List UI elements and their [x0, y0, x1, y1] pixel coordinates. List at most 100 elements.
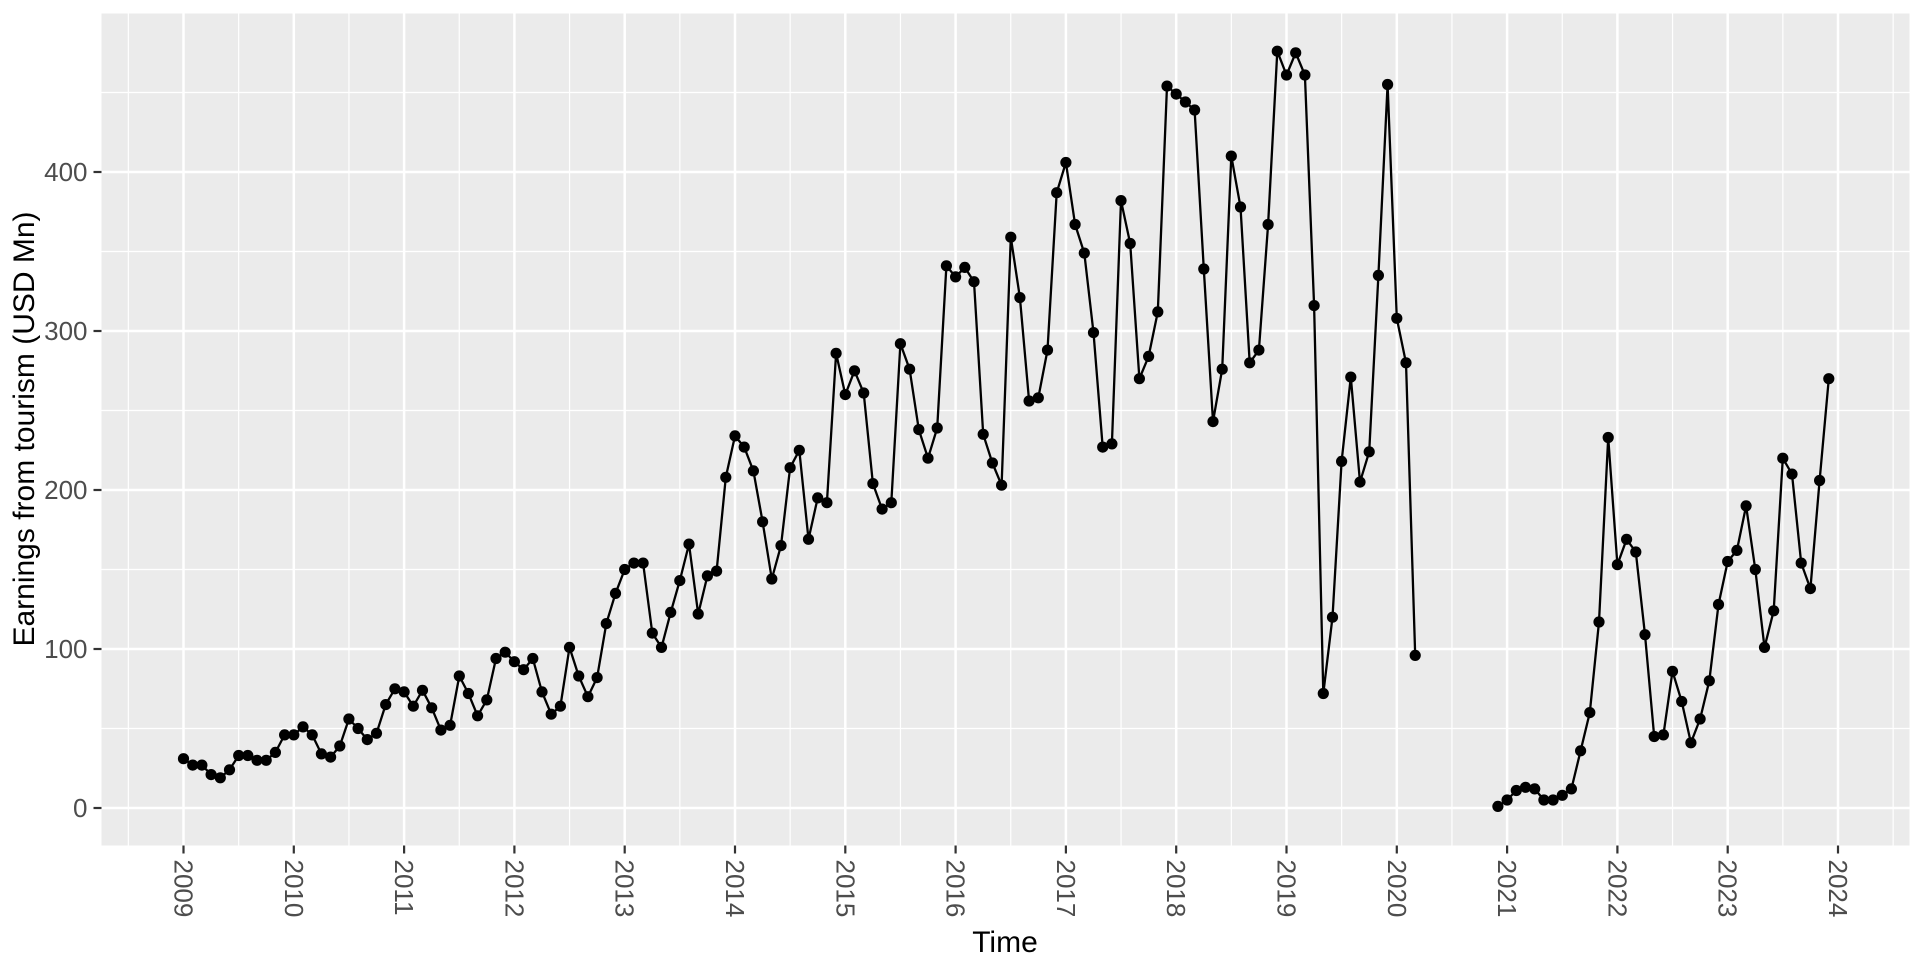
- data-point: [1198, 263, 1210, 275]
- data-point: [1795, 557, 1807, 569]
- data-point: [1308, 300, 1320, 312]
- data-point: [1492, 800, 1504, 813]
- data-point: [1299, 69, 1311, 81]
- data-point: [1648, 730, 1660, 743]
- data-point: [1106, 438, 1118, 450]
- data-point: [950, 271, 962, 283]
- data-point: [260, 754, 272, 766]
- data-point: [1657, 729, 1669, 741]
- y-tick-label: 300: [44, 316, 87, 346]
- data-point: [904, 363, 916, 375]
- data-point: [1685, 737, 1697, 749]
- x-tick-label: 2012: [499, 860, 529, 918]
- data-point: [784, 462, 796, 474]
- data-point: [1758, 641, 1771, 654]
- data-point: [1326, 611, 1339, 623]
- data-point: [1639, 629, 1651, 641]
- data-point: [1372, 269, 1384, 281]
- data-point: [499, 646, 511, 658]
- data-point: [931, 422, 943, 434]
- data-point: [1143, 350, 1155, 362]
- x-tick-label: 2023: [1713, 860, 1743, 918]
- data-point: [1170, 88, 1182, 100]
- data-point: [1593, 616, 1605, 628]
- data-point: [692, 608, 704, 620]
- y-tick-label: 0: [73, 793, 87, 823]
- data-point: [306, 729, 318, 741]
- x-tick-label: 2016: [941, 860, 971, 918]
- data-point: [913, 424, 925, 436]
- data-point: [1611, 559, 1623, 571]
- data-point: [1584, 707, 1596, 719]
- data-point: [793, 444, 805, 456]
- data-point: [1207, 416, 1219, 428]
- x-tick-label: 2020: [1382, 860, 1412, 918]
- data-point: [1409, 649, 1421, 662]
- data-point: [1078, 247, 1090, 259]
- data-point: [1280, 69, 1293, 81]
- data-point: [848, 365, 861, 377]
- data-point: [1041, 344, 1054, 356]
- data-point: [1630, 546, 1642, 558]
- data-point: [297, 721, 309, 733]
- y-axis-title: Earnings from tourism (USD Mn): [8, 211, 41, 646]
- data-point: [196, 759, 208, 771]
- data-point: [1777, 452, 1789, 464]
- data-point: [361, 734, 373, 746]
- data-point: [490, 652, 502, 665]
- data-point: [1290, 47, 1302, 59]
- data-point: [711, 565, 723, 577]
- data-point: [563, 641, 576, 654]
- data-point: [1097, 441, 1109, 453]
- data-point: [1354, 476, 1366, 488]
- data-point: [370, 727, 383, 739]
- data-point: [1602, 431, 1614, 444]
- x-tick-label: 2022: [1602, 860, 1632, 918]
- data-point: [1115, 195, 1127, 207]
- data-point: [600, 618, 612, 630]
- x-tick-label: 2010: [279, 860, 309, 918]
- data-point: [1225, 150, 1237, 162]
- data-point: [233, 749, 245, 762]
- data-point: [398, 686, 410, 698]
- data-point-group: [177, 45, 1835, 813]
- data-point: [1676, 695, 1688, 708]
- data-point: [1161, 80, 1173, 92]
- data-point: [1382, 78, 1394, 91]
- data-point: [655, 641, 668, 654]
- data-point: [1666, 665, 1679, 677]
- data-point: [876, 503, 888, 515]
- data-point: [444, 719, 456, 731]
- data-point: [269, 746, 281, 759]
- data-point: [646, 627, 658, 639]
- data-point: [747, 465, 760, 477]
- data-point: [885, 497, 897, 509]
- data-point: [858, 387, 870, 399]
- data-point: [867, 478, 879, 490]
- data-point: [1189, 104, 1201, 116]
- data-point: [720, 471, 732, 483]
- data-point: [1575, 745, 1587, 757]
- major-gridlines: [101, 13, 1910, 846]
- data-point: [462, 687, 474, 700]
- data-point: [1133, 373, 1145, 385]
- data-point: [1823, 373, 1835, 385]
- data-point: [619, 563, 631, 576]
- data-point: [1271, 45, 1283, 57]
- data-point: [177, 753, 190, 765]
- data-point: [545, 708, 557, 720]
- data-point: [472, 710, 484, 722]
- data-point: [1786, 468, 1798, 480]
- data-point: [453, 670, 465, 682]
- data-point: [1391, 312, 1403, 324]
- data-point: [839, 389, 851, 401]
- x-tick-label: 2014: [720, 860, 750, 918]
- data-point: [738, 441, 750, 453]
- data-point: [1023, 395, 1035, 407]
- data-point: [1740, 500, 1752, 512]
- data-point: [325, 751, 337, 763]
- data-point: [1069, 218, 1081, 231]
- data-point: [922, 452, 934, 464]
- data-point: [1529, 783, 1541, 795]
